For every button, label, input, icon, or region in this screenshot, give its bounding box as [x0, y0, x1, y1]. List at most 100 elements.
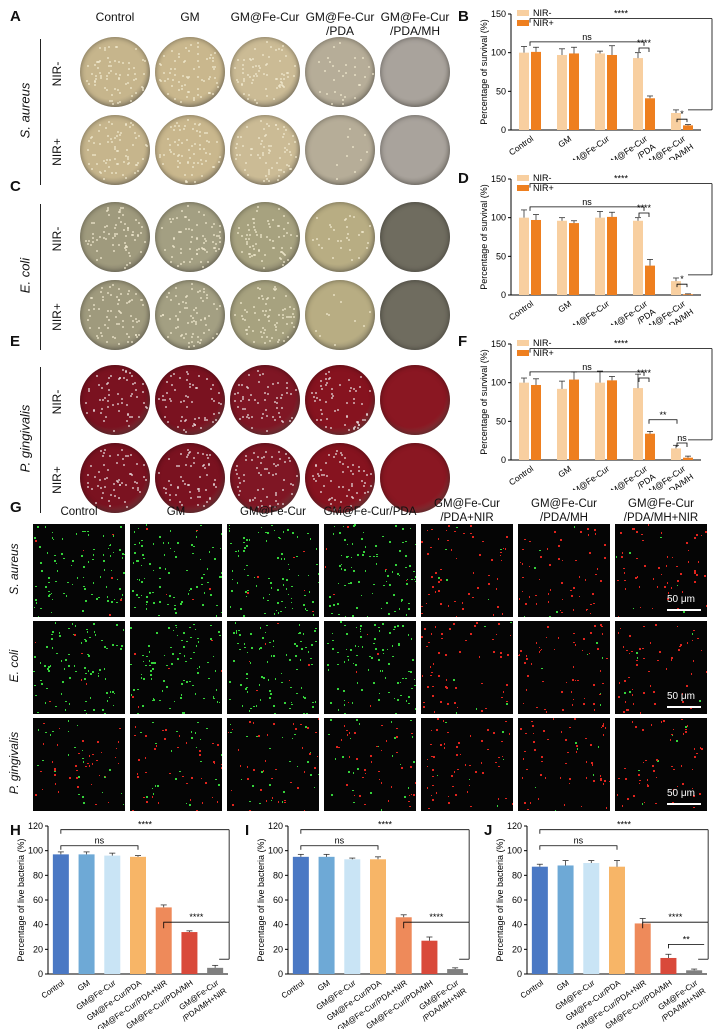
- dead-cell-dot: [54, 783, 57, 785]
- bacterial-colony: [352, 464, 355, 467]
- live-cell-dot: [246, 651, 249, 654]
- bar: [645, 265, 655, 295]
- dead-cell-dot: [564, 762, 567, 765]
- bacterial-colony: [282, 85, 285, 88]
- live-cell-dot: [243, 541, 245, 544]
- dead-cell-dot: [532, 732, 535, 735]
- live-cell-dot: [366, 615, 369, 617]
- bacterial-colony: [130, 375, 133, 378]
- bacterial-colony: [352, 428, 355, 431]
- petri-dish-image: [380, 365, 450, 435]
- dead-cell-dot: [660, 573, 663, 576]
- dead-cell-dot: [151, 796, 154, 798]
- live-cell-dot: [35, 599, 38, 601]
- bacterial-colony: [286, 258, 289, 261]
- bacterial-colony: [235, 472, 238, 475]
- bacterial-colony: [363, 481, 366, 484]
- bacterial-colony: [245, 240, 248, 243]
- live-cell-dot: [137, 527, 140, 530]
- live-cell-dot: [352, 662, 355, 665]
- bacterial-colony: [177, 303, 180, 306]
- live-cell-dot: [142, 704, 144, 707]
- live-cell-dot: [502, 758, 505, 761]
- bacterial-colony: [210, 398, 213, 401]
- significance-label: ****: [614, 174, 629, 184]
- dead-cell-dot: [200, 777, 203, 780]
- legend-swatch: [517, 175, 529, 181]
- live-cell-dot: [382, 649, 384, 651]
- dead-cell-dot: [639, 648, 642, 650]
- dead-cell-dot: [624, 588, 627, 590]
- live-cell-dot: [56, 570, 59, 572]
- dead-cell-dot: [390, 786, 393, 789]
- live-cell-dot: [356, 719, 358, 722]
- dead-cell-dot: [346, 734, 349, 736]
- bacterial-colony: [242, 68, 245, 71]
- live-cell-dot: [402, 541, 404, 544]
- bacterial-colony: [265, 429, 268, 432]
- dead-cell-dot: [658, 567, 660, 569]
- dead-cell-dot: [524, 603, 527, 605]
- live-cell-dot: [109, 691, 112, 693]
- bacterial-colony: [94, 475, 97, 478]
- live-cell-dot: [152, 721, 154, 724]
- bacterial-colony: [186, 448, 189, 451]
- live-cell-dot: [303, 712, 305, 714]
- live-cell-dot: [82, 576, 85, 579]
- bacterial-colony: [142, 73, 145, 76]
- live-cell-dot: [104, 678, 107, 680]
- bacterial-colony: [257, 65, 260, 68]
- live-cell-dot: [185, 802, 188, 805]
- dead-cell-dot: [472, 596, 474, 599]
- dead-cell-dot: [671, 765, 674, 768]
- dead-cell-dot: [541, 760, 543, 763]
- live-cell-dot: [74, 625, 77, 627]
- dead-cell-dot: [134, 653, 136, 655]
- dead-cell-dot: [249, 721, 251, 723]
- bacterial-colony: [180, 476, 183, 479]
- dead-cell-dot: [571, 703, 574, 706]
- bacterial-colony: [160, 64, 163, 67]
- live-cell-dot: [195, 645, 198, 647]
- live-cell-dot: [280, 558, 283, 560]
- bacterial-colony: [280, 251, 283, 254]
- live-cell-dot: [346, 633, 348, 635]
- petri-dish-image: [80, 202, 150, 272]
- bacterial-colony: [319, 398, 322, 401]
- dead-cell-dot: [694, 581, 696, 583]
- bacterial-colony: [263, 328, 266, 331]
- live-cell-dot: [395, 713, 397, 714]
- bacterial-colony: [206, 293, 209, 296]
- dead-cell-dot: [547, 626, 549, 628]
- bacterial-colony: [316, 418, 319, 421]
- dead-cell-dot: [428, 593, 430, 596]
- bacterial-colony: [362, 57, 365, 60]
- x-tick-label: GM@Fe-Cur: [565, 463, 611, 490]
- bacterial-colony: [248, 256, 251, 259]
- bacterial-colony: [117, 89, 120, 92]
- micro-row-label: E. coli: [7, 649, 21, 683]
- live-cell-dot: [181, 639, 183, 642]
- bacterial-colony: [316, 217, 319, 220]
- bar: [633, 220, 643, 295]
- live-cell-dot: [185, 660, 187, 663]
- dead-cell-dot: [599, 670, 602, 672]
- live-cell-dot: [183, 712, 185, 714]
- dead-cell-dot: [262, 770, 265, 772]
- dead-cell-dot: [138, 759, 140, 761]
- bacterial-colony: [204, 249, 207, 252]
- live-cell-dot: [194, 628, 197, 631]
- bacterial-colony: [117, 479, 120, 482]
- bacterial-colony: [245, 328, 248, 331]
- bar: [607, 54, 617, 131]
- live-cell-dot: [304, 594, 306, 597]
- bacterial-colony: [103, 463, 106, 466]
- bacterial-colony: [174, 315, 177, 318]
- bacterial-colony: [94, 74, 97, 77]
- bacterial-colony: [277, 313, 280, 316]
- dead-cell-dot: [560, 538, 562, 541]
- dead-cell-dot: [642, 729, 644, 731]
- significance-bracket: [539, 829, 709, 834]
- bacterial-colony: [159, 63, 162, 66]
- dead-cell-dot: [573, 718, 576, 720]
